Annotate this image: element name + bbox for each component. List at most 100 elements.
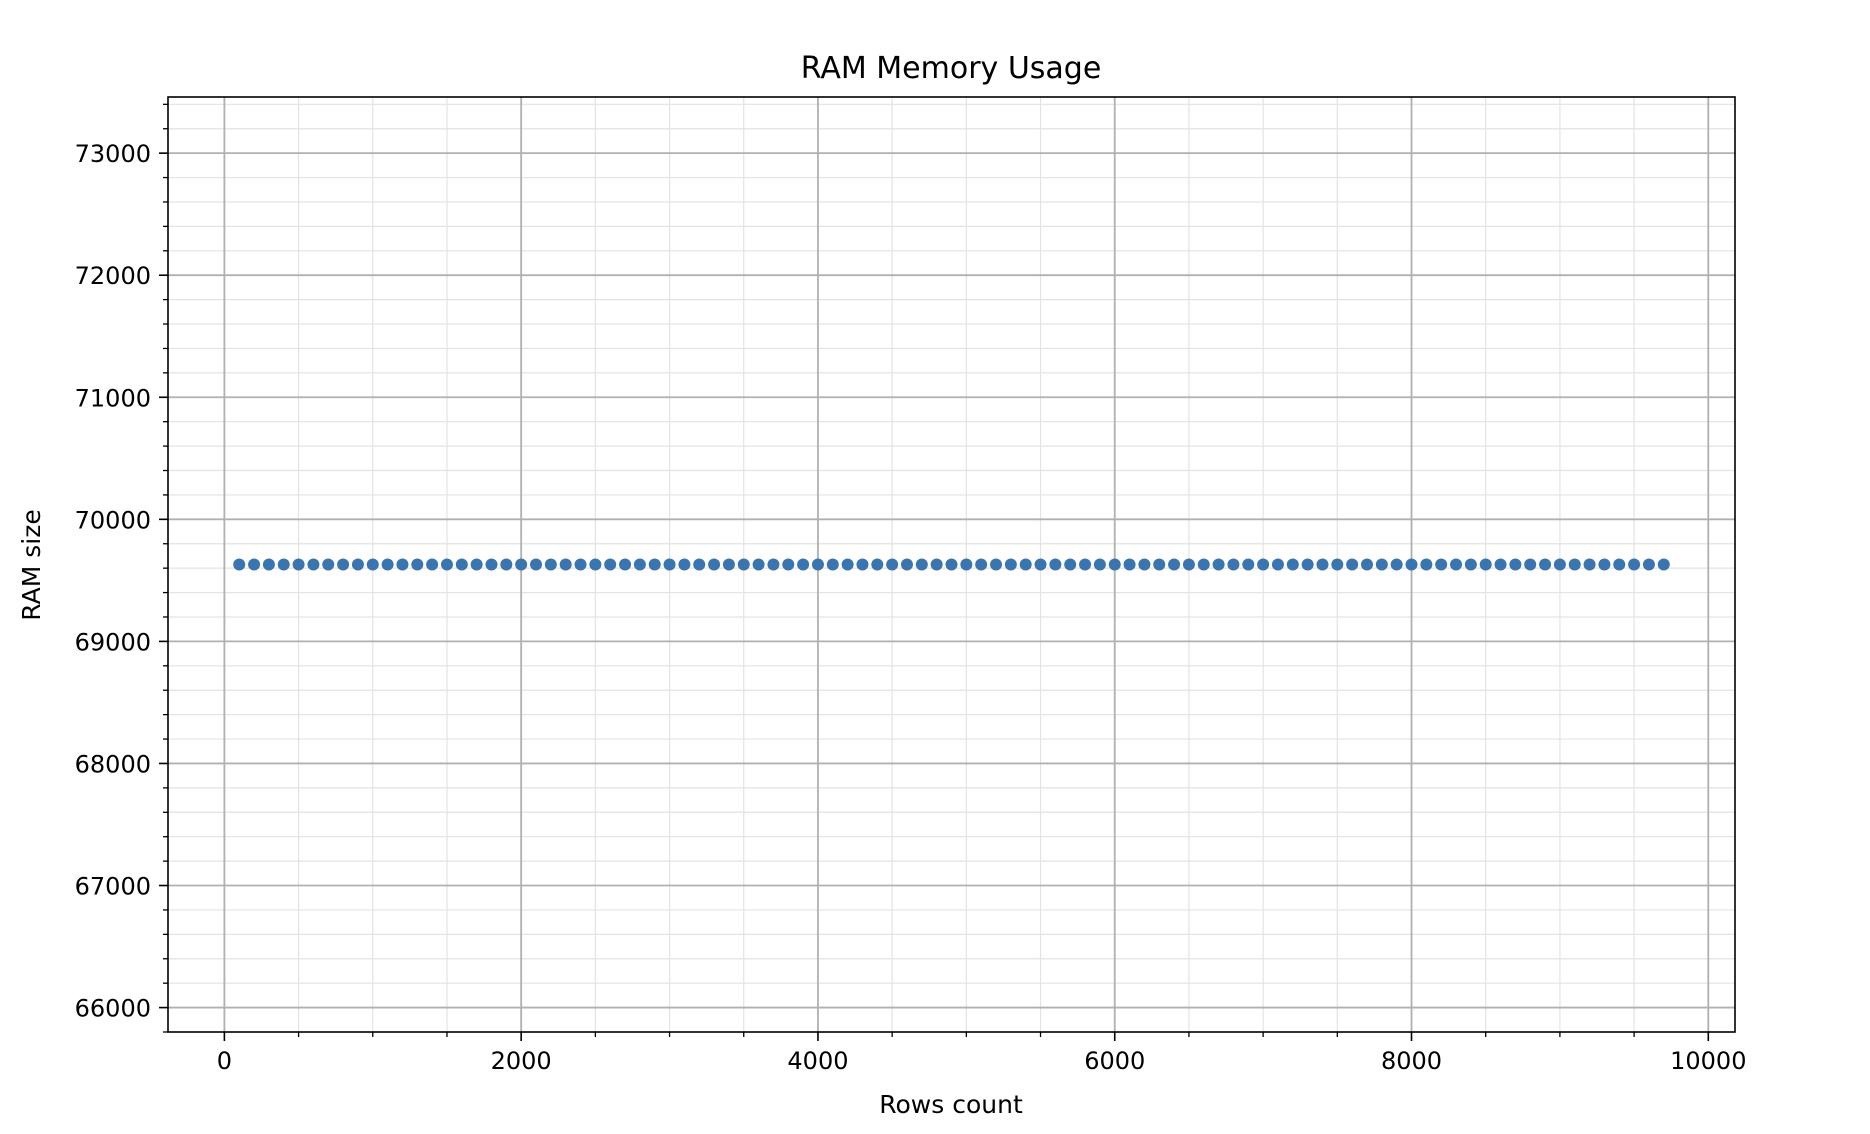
data-point [1168,558,1181,571]
data-point [1346,558,1359,571]
data-point [1613,558,1626,571]
x-tick-label: 0 [217,1047,232,1075]
data-point [767,558,780,571]
y-axis: 66000 67000 68000 69000 70000 71000 72000 73000 [75,103,168,1033]
data-point [1464,558,1477,571]
data-point [1642,558,1655,571]
data-point [1583,558,1596,571]
data-point [1138,558,1151,571]
x-tick-label: 4000 [787,1047,848,1075]
data-point [1049,558,1062,571]
data-point [1390,558,1403,571]
data-point [1108,558,1121,571]
data-point [455,558,468,571]
data-point [915,558,928,571]
data-point [233,558,246,571]
data-point [1524,558,1537,571]
data-point [1123,558,1136,571]
data-point [633,558,646,571]
data-point [1509,558,1522,571]
data-point [930,558,943,571]
data-point [1271,558,1284,571]
data-point [1331,558,1344,571]
data-point [559,558,572,571]
data-point [841,558,854,571]
data-point [366,558,379,571]
data-point [500,558,513,571]
data-point [1628,558,1641,571]
data-point [1360,558,1373,571]
y-tick-label: 69000 [75,628,151,656]
data-point [470,558,483,571]
x-tick-label: 10000 [1670,1047,1746,1075]
data-point [1598,558,1611,571]
data-point [322,558,335,571]
data-point [604,558,617,571]
major-grid [168,97,1735,1032]
data-point [737,558,750,571]
x-axis-title: Rows count [879,1090,1023,1119]
data-point [307,558,320,571]
data-point [1435,558,1448,571]
x-tick-label: 8000 [1381,1047,1442,1075]
data-point [1375,558,1388,571]
data-point [248,558,261,571]
data-point [945,558,958,571]
data-point [1034,558,1047,571]
data-point [1405,558,1418,571]
data-point [797,558,810,571]
data-point [886,558,899,571]
y-tick-label: 71000 [75,384,151,412]
x-tick-label: 2000 [491,1047,552,1075]
data-point [871,558,884,571]
data-point [1539,558,1552,571]
data-point [574,558,587,571]
data-point [648,558,661,571]
y-tick-label: 73000 [75,140,151,168]
data-point [1093,558,1106,571]
y-tick-label: 66000 [75,995,151,1023]
data-point [990,558,1003,571]
data-point [485,558,498,571]
data-point [426,558,439,571]
data-point [663,558,676,571]
data-point [1153,558,1166,571]
data-point [1286,558,1299,571]
data-point [337,558,350,571]
data-point [678,558,691,571]
data-point [396,558,409,571]
data-point [1316,558,1329,571]
x-axis: 0 2000 4000 6000 8000 10000 [217,1032,1746,1075]
chart-title: RAM Memory Usage [801,51,1102,86]
data-point [1450,558,1463,571]
data-point [1657,558,1670,571]
data-point [381,558,394,571]
data-point [1079,558,1092,571]
data-point [1004,558,1017,571]
data-point [1212,558,1225,571]
data-point [277,558,290,571]
data-point [722,558,735,571]
plot-frame [167,96,1736,1033]
data-point [856,558,869,571]
y-axis-title: RAM size [17,509,46,620]
data-point [411,558,424,571]
data-point [1242,558,1255,571]
data-point [1227,558,1240,571]
data-point [1301,558,1314,571]
data-point [1494,558,1507,571]
data-point [1019,558,1032,571]
data-point [1197,558,1210,571]
y-tick-label: 70000 [75,506,151,534]
data-point [782,558,795,571]
data-point [1064,558,1077,571]
data-point [975,558,988,571]
data-point [1182,558,1195,571]
data-point [752,558,765,571]
data-point [900,558,913,571]
data-point [440,558,453,571]
data-point [544,558,557,571]
data-points [233,558,1670,571]
data-point [708,558,721,571]
